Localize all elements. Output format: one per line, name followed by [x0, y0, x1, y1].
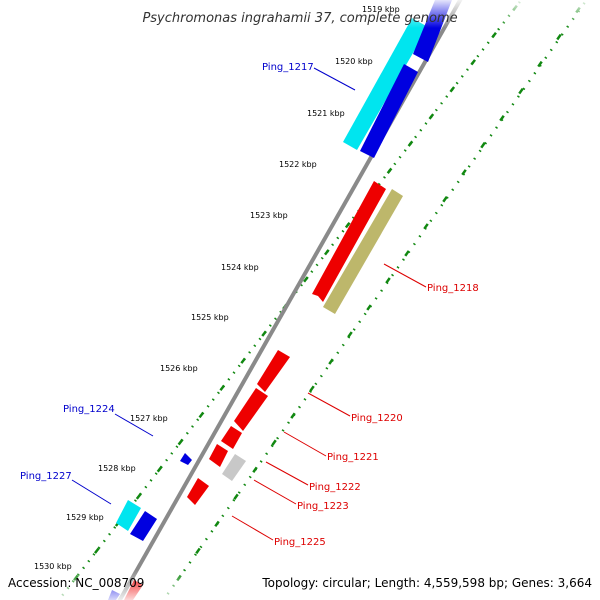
tick-label-1521: 1521 kbp — [307, 109, 345, 118]
gene-cyan-1227[interactable] — [116, 500, 141, 531]
label-ping-1225[interactable]: Ping_1225 — [274, 537, 326, 548]
inner-tick-mark — [480, 142, 486, 149]
outer-tick-mark — [323, 249, 330, 256]
gene-red-1220b[interactable] — [234, 388, 268, 431]
leader-ping-1217 — [313, 67, 356, 91]
label-ping-1218[interactable]: Ping_1218 — [427, 283, 479, 294]
inner-tick-mark — [537, 60, 543, 68]
inner-tick-mark — [328, 358, 334, 365]
gene-cyan-1217[interactable] — [343, 18, 428, 150]
inner-tick-mark — [195, 547, 201, 555]
gene-blue-1217b[interactable] — [360, 64, 418, 158]
leader-ping-1221 — [283, 431, 327, 457]
outer-tick-mark — [407, 140, 414, 147]
inner-tick-mark — [271, 439, 277, 446]
gene-grey-1223[interactable] — [222, 454, 246, 481]
inner-tick-mark — [309, 385, 315, 392]
inner-tick-mark — [404, 250, 410, 257]
outer-dotted-ring — [57, 0, 523, 600]
gene-blue-1224[interactable] — [180, 453, 192, 465]
outer-tick-mark — [449, 86, 456, 93]
leader-ping-1227 — [71, 479, 112, 505]
tick-label-1528: 1528 kbp — [98, 464, 136, 473]
outer-tick-mark — [93, 547, 100, 554]
outer-tick-mark — [303, 276, 309, 283]
leader-ping-1223 — [253, 479, 297, 505]
tick-label-1526: 1526 kbp — [160, 364, 198, 373]
gene-red-1218[interactable] — [312, 181, 386, 302]
tick-label-1524: 1524 kbp — [221, 263, 259, 272]
outer-tick-mark — [198, 411, 205, 419]
inner-tick-mark — [423, 223, 429, 230]
label-ping-1217[interactable]: Ping_1217 — [262, 62, 314, 73]
label-ping-1222[interactable]: Ping_1222 — [309, 482, 361, 493]
leader-ping-1222 — [265, 461, 309, 486]
inner-tick-mark — [461, 169, 467, 176]
inner-dotted-ring — [161, 0, 589, 600]
accession-text: Accession: NC_008709 — [8, 576, 144, 590]
inner-tick-mark — [518, 87, 524, 95]
bottom-fade — [0, 570, 600, 600]
leader-ping-1224 — [114, 413, 154, 437]
tick-label-1520: 1520 kbp — [335, 57, 373, 66]
gene-red-1225[interactable] — [187, 478, 209, 505]
inner-tick-mark — [347, 331, 353, 338]
inner-tick-mark — [385, 277, 391, 284]
inner-tick-mark — [233, 493, 239, 500]
label-ping-1220[interactable]: Ping_1220 — [351, 413, 403, 424]
tick-label-1529: 1529 kbp — [66, 513, 104, 522]
inner-tick-mark — [290, 412, 296, 419]
gene-olive-1218[interactable] — [323, 189, 403, 314]
leader-ping-1225 — [231, 515, 274, 541]
gene-red-1221[interactable] — [221, 426, 242, 449]
top-fade — [0, 0, 600, 28]
outer-tick-mark — [219, 384, 226, 392]
map-title: Psychromonas ingrahamii 37, complete gen… — [142, 11, 457, 26]
inner-tick-mark — [252, 466, 258, 473]
gene-red-1222[interactable] — [209, 444, 228, 467]
outer-tick-mark — [344, 221, 351, 229]
inner-tick-mark — [499, 115, 505, 122]
outer-tick-mark — [261, 330, 267, 337]
outer-tick-mark — [135, 493, 142, 500]
tick-label-1522: 1522 kbp — [279, 160, 317, 169]
gene-blue-1227b[interactable] — [130, 511, 157, 541]
tick-label-1519: 1519 kbp — [362, 5, 400, 14]
outer-tick-mark — [156, 466, 163, 473]
tick-label-1527: 1527 kbp — [130, 414, 168, 423]
genome-backbone — [117, 0, 463, 600]
outer-tick-mark — [240, 357, 247, 364]
outer-tick-mark — [470, 59, 477, 66]
tick-label-1530: 1530 kbp — [34, 562, 72, 571]
inner-tick-mark — [214, 520, 220, 528]
gene-red-1220a[interactable] — [257, 350, 290, 392]
inner-tick-mark — [556, 33, 562, 41]
outer-tick-mark — [386, 167, 393, 174]
leader-ping-1220 — [307, 392, 351, 417]
topology-text: Topology: circular; Length: 4,559,598 bp… — [261, 576, 592, 590]
tick-label-1523: 1523 kbp — [250, 211, 288, 220]
label-ping-1224[interactable]: Ping_1224 — [63, 404, 115, 415]
inner-tick-mark — [366, 304, 372, 311]
leader-ping-1218 — [383, 263, 427, 288]
outer-tick-mark — [428, 113, 435, 120]
tick-label-1525: 1525 kbp — [191, 313, 229, 322]
outer-tick-mark — [491, 31, 497, 39]
inner-tick-mark — [442, 196, 448, 203]
label-ping-1227[interactable]: Ping_1227 — [20, 471, 72, 482]
outer-tick-mark — [177, 439, 184, 446]
label-ping-1221[interactable]: Ping_1221 — [327, 452, 379, 463]
label-ping-1223[interactable]: Ping_1223 — [297, 501, 349, 512]
